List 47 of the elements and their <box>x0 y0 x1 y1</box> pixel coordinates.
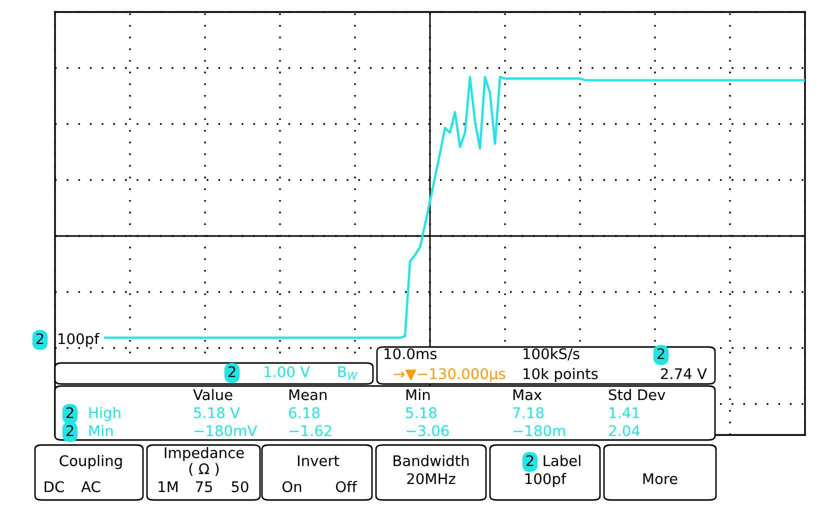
text: Coupling <box>60 454 122 470</box>
text: Mean <box>289 389 326 400</box>
text: 2 <box>228 366 236 378</box>
text: 75 <box>196 481 212 492</box>
text: Max <box>513 389 542 400</box>
text: 6.18 <box>289 407 320 418</box>
text: 2.74 V <box>660 368 707 380</box>
text: −3.06 <box>406 425 449 436</box>
text: 50 <box>232 481 248 492</box>
text: −1.62 <box>290 425 332 436</box>
text: →▼−130.000µs <box>394 368 506 382</box>
text: 10.0ms <box>384 348 437 360</box>
text: 2 <box>66 425 74 436</box>
text: −180mV <box>194 425 258 436</box>
text: 5.18 <box>406 407 436 418</box>
text: 10k points <box>524 368 598 382</box>
text: 100pf <box>525 472 566 488</box>
text: 1.41 <box>610 407 640 418</box>
text: ( Ω ) <box>189 462 219 476</box>
text: 5.18 V <box>194 407 240 418</box>
text: Bandwidth <box>394 454 469 466</box>
text: 20MHz <box>407 473 456 484</box>
text: Label <box>544 454 580 466</box>
text: 100kS/s <box>524 348 580 360</box>
text: −180m <box>514 425 566 436</box>
text: Off <box>336 480 358 492</box>
text: Min <box>89 424 113 436</box>
text: 1M <box>158 481 178 492</box>
text: 2 <box>657 348 664 360</box>
text: DC <box>44 481 64 492</box>
text: 2 <box>526 455 534 466</box>
text: 1.00 V <box>264 366 310 378</box>
text: 2 <box>66 407 74 418</box>
text: On <box>282 481 302 492</box>
text: Invert <box>298 455 340 466</box>
text: 2 <box>36 333 44 344</box>
text: 7.18 <box>513 407 544 418</box>
text: Min <box>406 388 430 400</box>
text: Std Dev <box>608 388 666 400</box>
text: 2.04 <box>609 425 640 436</box>
text: More <box>643 473 678 484</box>
text: B$_{W}$ <box>338 366 358 380</box>
text: AC <box>81 481 100 492</box>
text: Impedance <box>164 446 244 462</box>
text: Value <box>193 388 232 400</box>
text: High <box>89 406 120 422</box>
text: 100pf <box>58 332 100 348</box>
